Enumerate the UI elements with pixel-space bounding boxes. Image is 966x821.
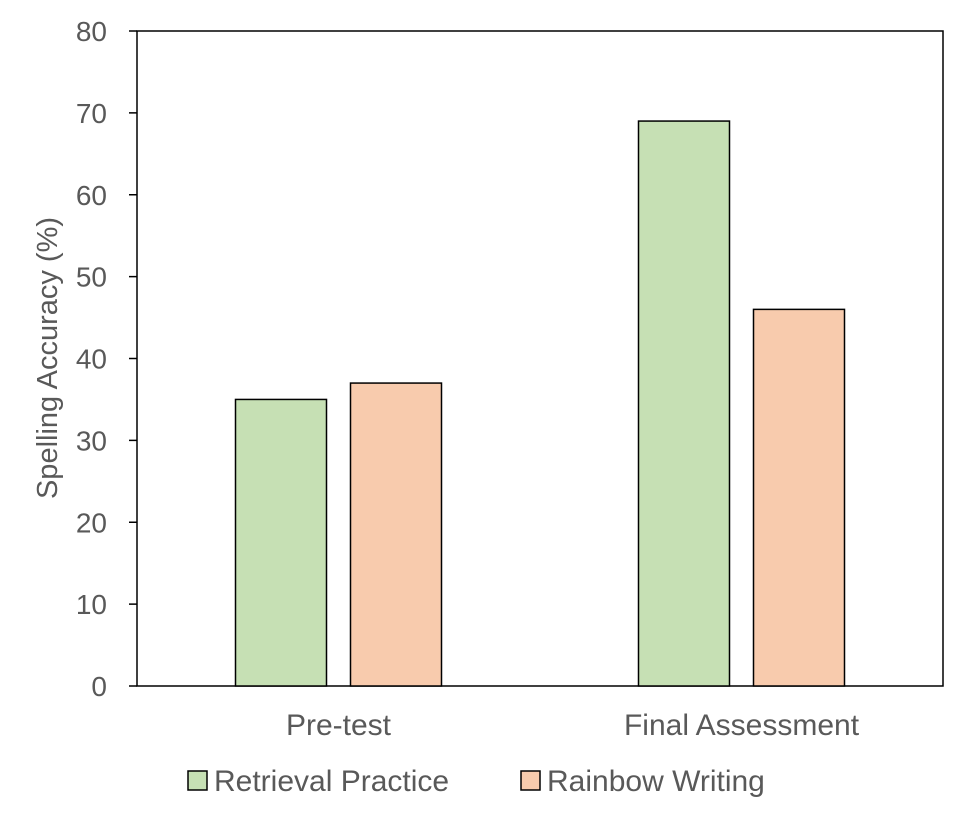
y-tick-label: 50 — [76, 262, 107, 293]
bar-retrieval-practice-pre-test — [234, 398, 328, 687]
y-tick-label: 20 — [76, 507, 107, 538]
y-axis-title: Spelling Accuracy (%) — [32, 217, 64, 499]
legend-label: Retrieval Practice — [214, 765, 449, 798]
legend-swatch — [187, 770, 208, 791]
x-axis-labels: Pre-test Final Assessment — [286, 709, 860, 742]
y-tick-label: 80 — [76, 16, 107, 47]
bar-rainbow-writing-final-assessment — [752, 308, 846, 687]
y-tick-label: 30 — [76, 425, 107, 456]
y-tick-label: 70 — [76, 98, 107, 129]
y-tick-label: 40 — [76, 344, 107, 375]
y-tick-label: 60 — [76, 180, 107, 211]
y-axis-ticks: 0 10 20 30 40 50 60 70 80 — [76, 16, 137, 702]
bars — [234, 120, 846, 687]
y-tick-label: 0 — [91, 671, 107, 702]
bar-retrieval-practice-final-assessment — [637, 120, 731, 687]
legend-label: Rainbow Writing — [547, 765, 765, 798]
legend-swatch — [520, 770, 541, 791]
legend: Retrieval Practice Rainbow Writing — [187, 765, 765, 798]
bar-rainbow-writing-pre-test — [349, 382, 443, 687]
x-category-label: Final Assessment — [624, 709, 860, 742]
x-category-label: Pre-test — [286, 709, 392, 742]
y-tick-label: 10 — [76, 589, 107, 620]
